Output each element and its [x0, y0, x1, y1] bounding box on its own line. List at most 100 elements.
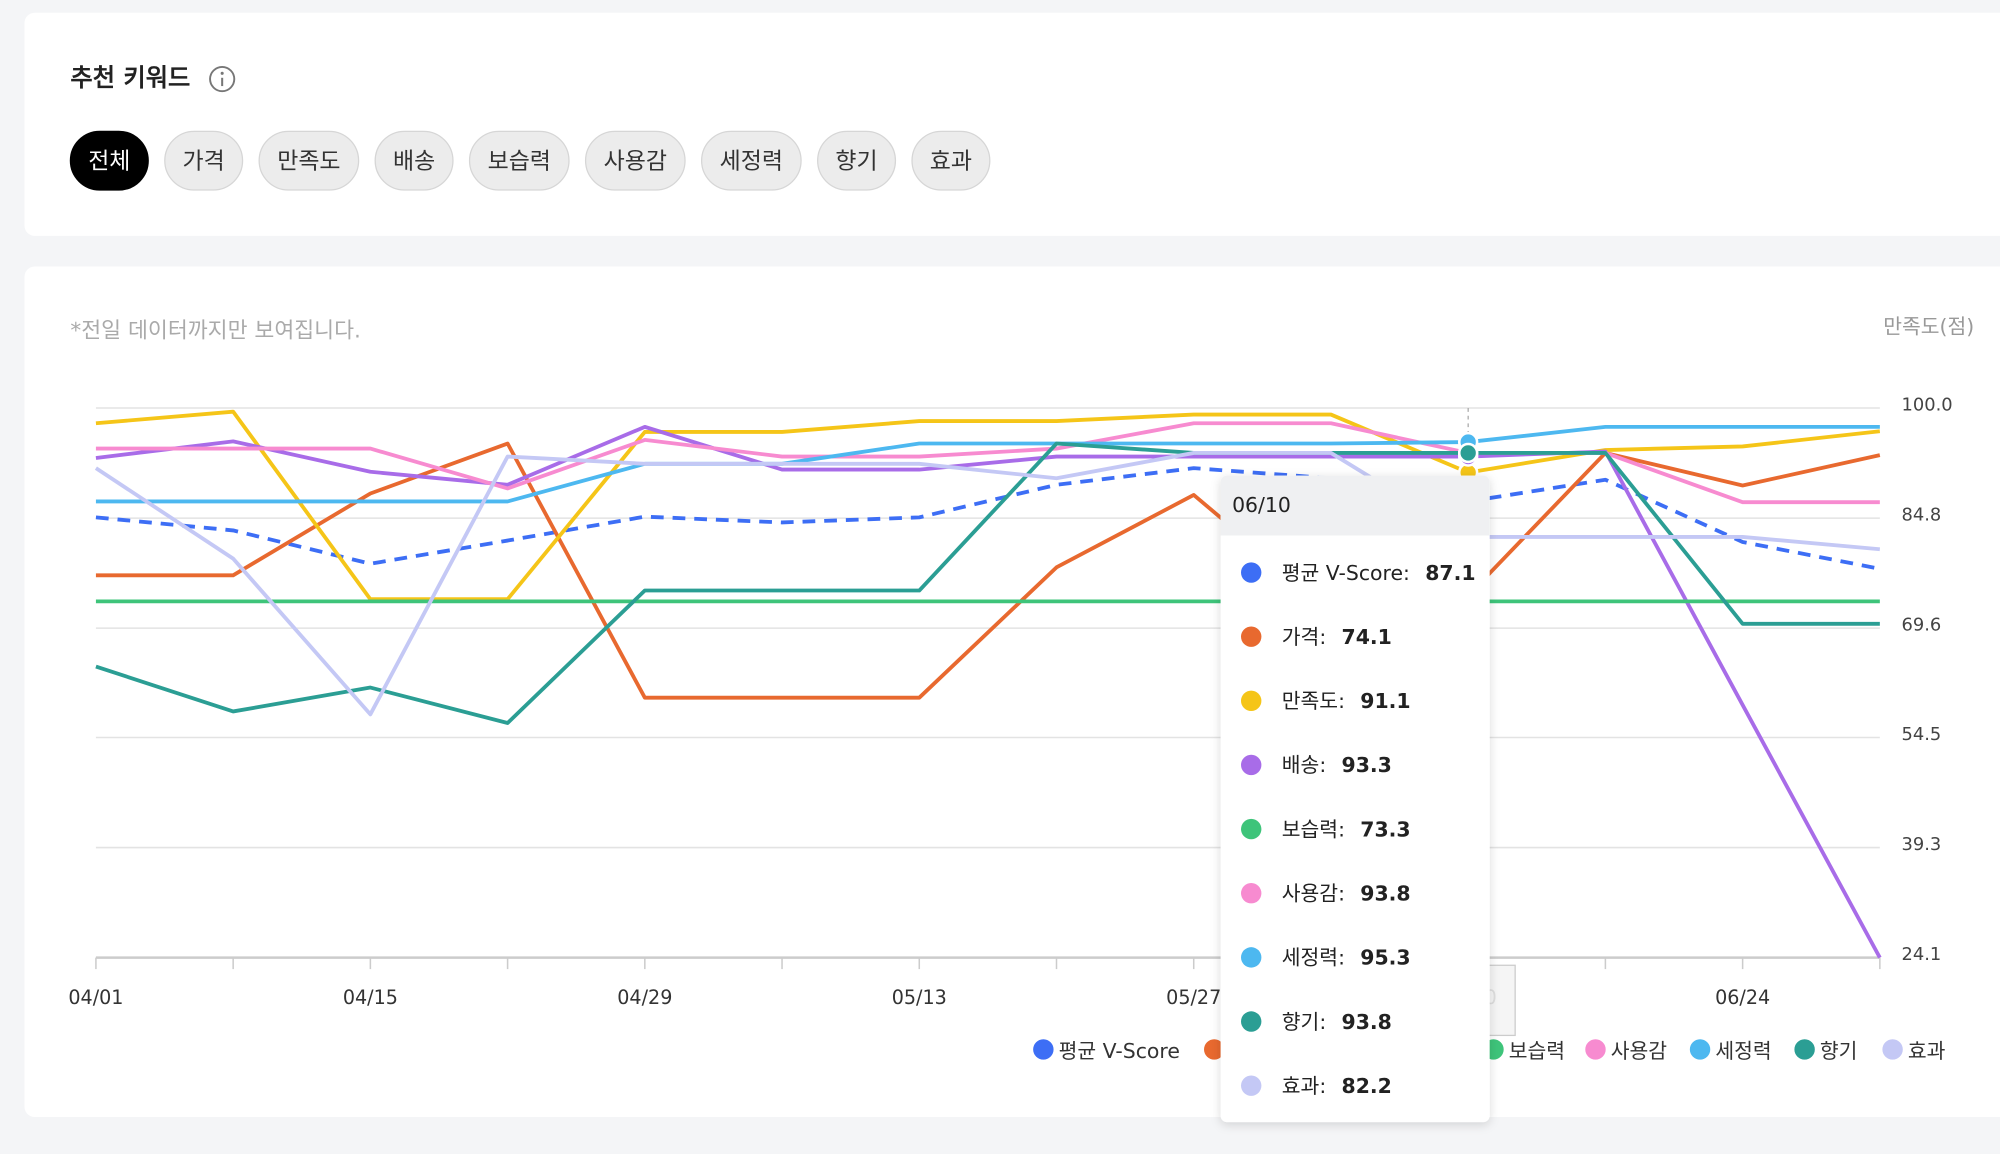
- legend-item[interactable]: 평균 V-Score: [1033, 1039, 1180, 1063]
- tooltip-header: [1220, 475, 1490, 536]
- legend-swatch: [1204, 1039, 1225, 1060]
- tooltip-value: 74.1: [1342, 625, 1392, 649]
- series-line: [95, 441, 1880, 725]
- chip-label: 가격: [183, 148, 225, 174]
- legend-label: 세정력: [1715, 1039, 1771, 1063]
- legend-item[interactable]: 향기: [1794, 1039, 1857, 1063]
- tooltip-separator: :: [1338, 882, 1345, 906]
- keyword-chip[interactable]: 사용감: [584, 130, 686, 191]
- hover-point: [1457, 442, 1479, 464]
- chip-background: [700, 130, 802, 191]
- tooltip-swatch: [1241, 690, 1262, 712]
- legend-item[interactable]: 사용감: [1585, 1039, 1667, 1063]
- tooltip-separator: :: [1338, 817, 1345, 841]
- keyword-chip[interactable]: 전체: [69, 130, 149, 191]
- chip-label: 만족도: [277, 148, 340, 174]
- tooltip-name: 평균 V-Score: [1282, 561, 1403, 585]
- chip-label: 세정력: [720, 148, 783, 174]
- legend-swatch: [1585, 1039, 1606, 1060]
- tooltip-row: 효과: 82.2: [1282, 1074, 1392, 1098]
- tooltip-row: 평균 V-Score: 87.1: [1282, 561, 1476, 585]
- legend-label: 향기: [1820, 1039, 1858, 1063]
- tooltip-value: 93.8: [1360, 882, 1410, 906]
- keyword-chip[interactable]: 효과: [911, 130, 991, 191]
- legend-item[interactable]: 보습력: [1483, 1039, 1565, 1063]
- series-line: [95, 441, 1881, 700]
- chip-group: 전체 가격 만족도 배송 보습력 사용감 세정력 향기 효과: [69, 130, 991, 191]
- chip-label: 전체: [88, 148, 130, 174]
- tooltip-name: 효과: [1282, 1074, 1320, 1098]
- keyword-chip[interactable]: 가격: [164, 130, 244, 191]
- legend-item[interactable]: 세정력: [1689, 1039, 1772, 1063]
- tooltip-swatch: [1241, 754, 1262, 776]
- tooltip-separator: :: [1338, 946, 1345, 970]
- legend-swatch: [1033, 1039, 1054, 1060]
- y-tick-label: 24.1: [1902, 944, 1942, 965]
- legend-swatch: [1794, 1039, 1815, 1060]
- chip-background: [468, 130, 570, 191]
- legend-label: 평균 V-Score: [1059, 1039, 1180, 1063]
- tooltip-value: 73.3: [1360, 817, 1410, 841]
- tooltip-value: 82.2: [1342, 1074, 1392, 1098]
- tooltip-separator: :: [1403, 561, 1410, 585]
- section-title: 추천 키워드: [70, 64, 190, 92]
- chip-background: [69, 130, 149, 191]
- chip-background: [817, 130, 897, 191]
- legend-label: 보습력: [1509, 1039, 1565, 1063]
- x-tick-label: 05/27: [1166, 986, 1221, 1009]
- chip-label: 향기: [835, 148, 877, 174]
- y-tick-label: 54.5: [1902, 724, 1942, 745]
- note: *전일 데이터까지만 보여집니다.: [70, 319, 360, 344]
- keyword-card: [24, 12, 2000, 236]
- chip-label: 효과: [930, 148, 972, 174]
- tooltip-swatch: [1241, 818, 1262, 840]
- keyword-chip[interactable]: 세정력: [700, 130, 802, 191]
- tooltip-name: 사용감: [1282, 882, 1339, 906]
- chip-background: [258, 130, 360, 191]
- chip-background: [374, 130, 454, 191]
- tooltip-separator: :: [1319, 1010, 1326, 1034]
- legend-swatch: [1689, 1039, 1711, 1060]
- series-line: [95, 466, 1881, 571]
- chip-label: 사용감: [604, 148, 667, 174]
- legend-item[interactable]: 효과: [1882, 1039, 1946, 1063]
- tooltip-swatch: [1241, 1075, 1262, 1096]
- tooltip-row: 보습력: 73.3: [1282, 817, 1411, 841]
- tooltip-row: 배송: 93.3: [1282, 753, 1392, 777]
- x-tick-label: 04/01: [68, 986, 123, 1009]
- chip-background: [164, 130, 244, 191]
- tooltip-swatch: [1241, 562, 1262, 583]
- chip-label: 보습력: [488, 148, 551, 174]
- y-tick-label: 39.3: [1902, 834, 1942, 855]
- tooltip-title: 06/10: [1232, 493, 1291, 517]
- x-tick-label: 06/24: [1715, 986, 1770, 1009]
- tooltip-name: 보습력: [1282, 817, 1338, 841]
- legend-label: 사용감: [1611, 1039, 1668, 1063]
- y-tick-label: 84.8: [1902, 505, 1942, 526]
- info-icon[interactable]: [209, 65, 236, 93]
- tooltip-value: 93.8: [1342, 1010, 1392, 1034]
- keyword-chip[interactable]: 만족도: [258, 130, 360, 191]
- chart-card: [24, 266, 2000, 1118]
- chip-background: [584, 130, 686, 191]
- x-tick-label: 04/15: [343, 986, 398, 1009]
- tooltip-row: 만족도: 91.1: [1282, 689, 1411, 713]
- keyword-chip[interactable]: 배송: [374, 130, 454, 191]
- x-tick-label: 05/13: [892, 986, 947, 1009]
- tooltip-row: 가격: 74.1: [1282, 625, 1392, 649]
- tooltip-name: 가격: [1282, 625, 1320, 649]
- keyword-chip[interactable]: 향기: [817, 130, 897, 191]
- series-line: [94, 451, 1881, 717]
- tooltip-name: 만족도: [1282, 689, 1338, 713]
- x-tick-label: 04/29: [617, 986, 672, 1009]
- tooltip-separator: :: [1319, 1074, 1326, 1098]
- tooltip-swatch: [1241, 1011, 1262, 1032]
- legend-label: 효과: [1908, 1039, 1946, 1063]
- chip-label: 배송: [393, 148, 435, 174]
- plot: 24.1 39.3 54.5 69.6 84.8 100.0 04/01 04/15 04/29…: [68, 394, 1953, 1123]
- tooltip-row: 향기: 93.8: [1282, 1010, 1392, 1034]
- tooltip-swatch: [1241, 883, 1262, 904]
- keyword-chip[interactable]: 보습력: [468, 130, 570, 191]
